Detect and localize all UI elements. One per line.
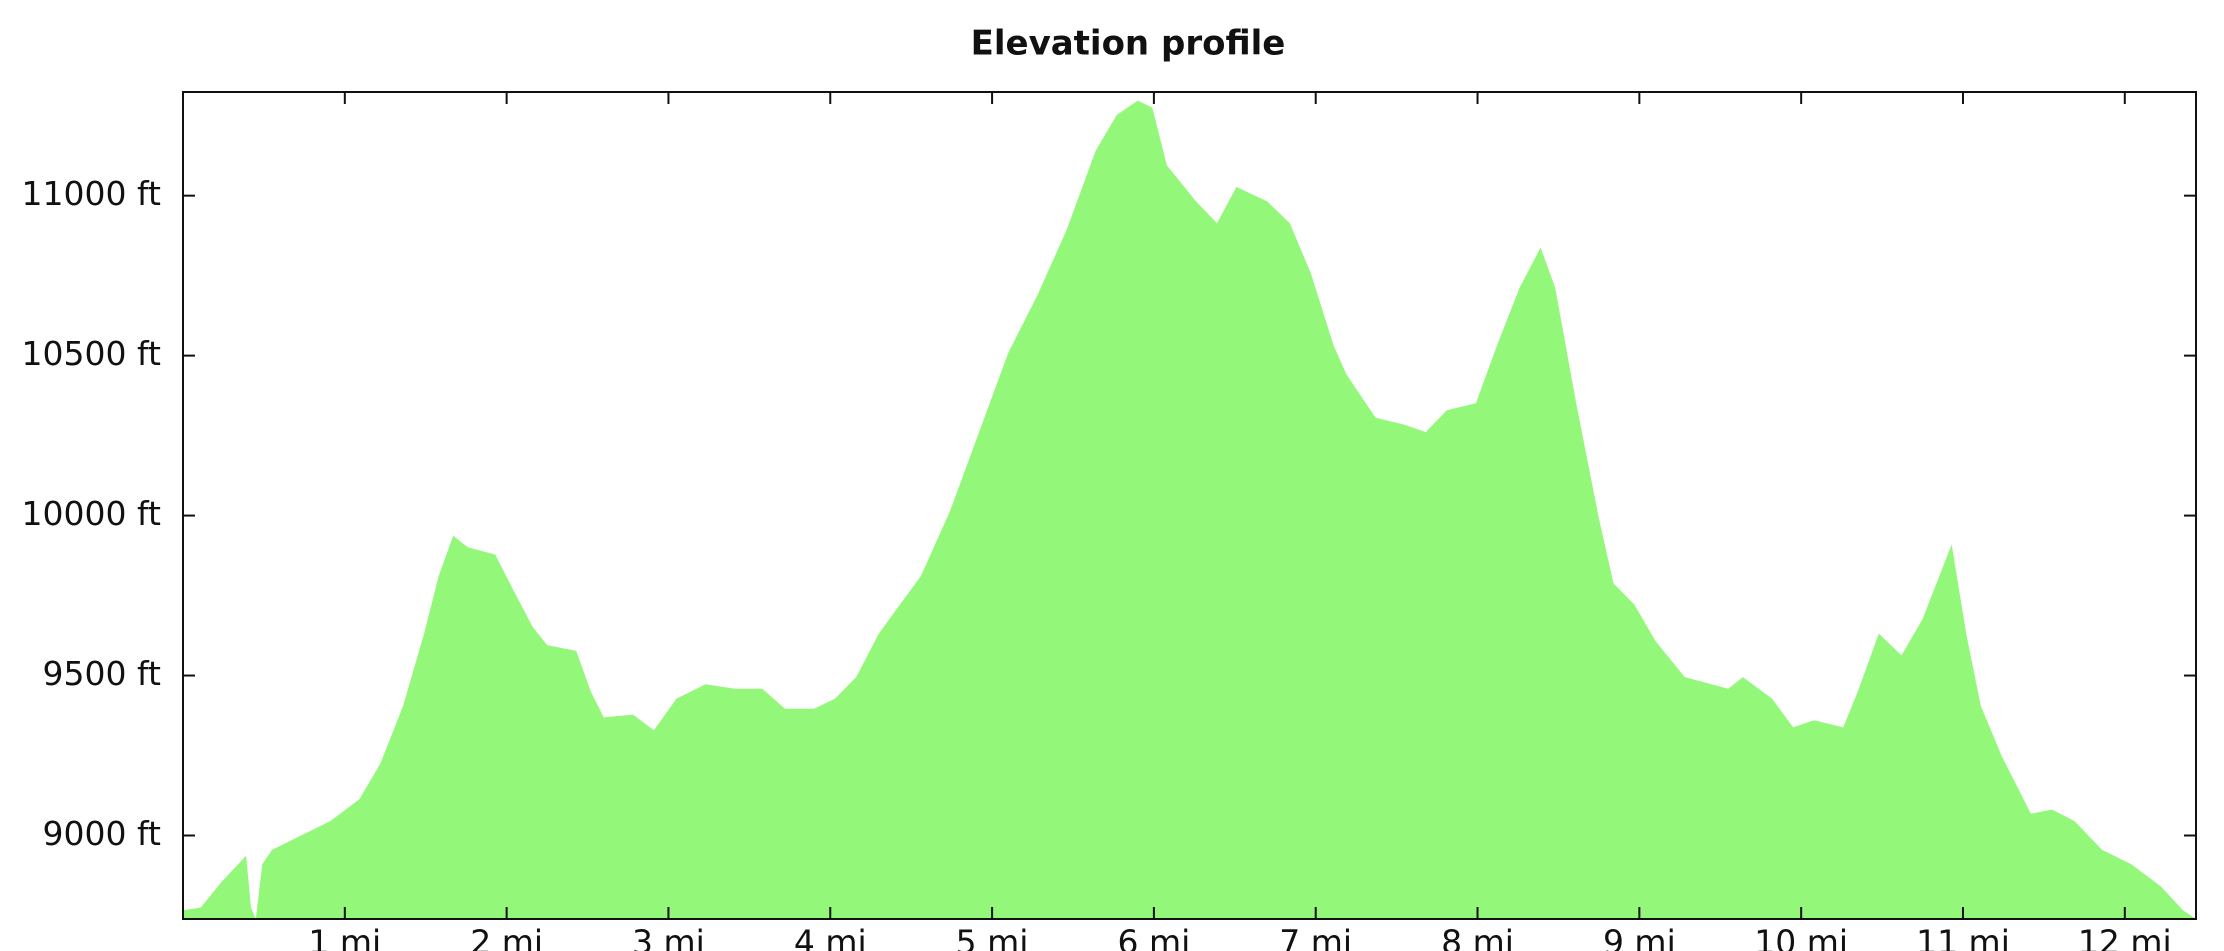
y-tick-label: 10000 ft: [22, 494, 162, 533]
y-tick-label: 11000 ft: [22, 174, 162, 213]
x-tick-label: 4 mi: [794, 923, 867, 951]
x-tick-label: 7 mi: [1279, 923, 1352, 951]
x-tick-label: 10 mi: [1754, 923, 1848, 951]
plot-frame: [182, 91, 2197, 920]
y-tick-label: 10500 ft: [22, 334, 162, 373]
x-tick-label: 11 mi: [1916, 923, 2010, 951]
x-tick-label: 3 mi: [632, 923, 705, 951]
y-tick-label: 9500 ft: [43, 654, 162, 693]
x-tick-label: 9 mi: [1603, 923, 1676, 951]
y-tick-label: 9000 ft: [43, 814, 162, 853]
chart-title: Elevation profile: [971, 24, 1286, 64]
elevation-area: [183, 100, 2196, 920]
x-tick-label: 8 mi: [1441, 923, 1514, 951]
x-tick-label: 6 mi: [1117, 923, 1190, 951]
x-tick-label: 12 mi: [2078, 923, 2172, 951]
x-tick-label: 5 mi: [956, 923, 1029, 951]
x-tick-label: 2 mi: [470, 923, 543, 951]
x-tick-label: 1 mi: [308, 923, 381, 951]
